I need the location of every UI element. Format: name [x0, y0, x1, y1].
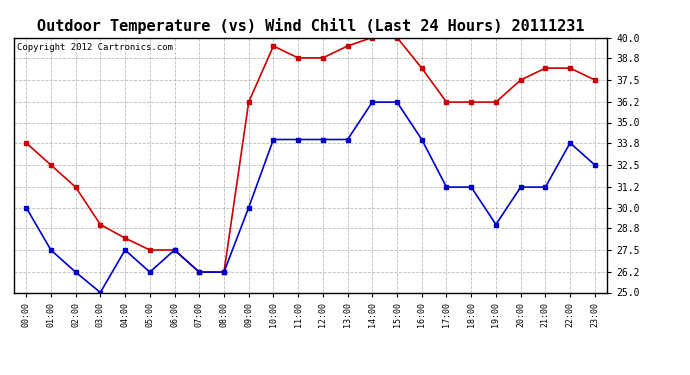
Title: Outdoor Temperature (vs) Wind Chill (Last 24 Hours) 20111231: Outdoor Temperature (vs) Wind Chill (Las… [37, 18, 584, 33]
Text: Copyright 2012 Cartronics.com: Copyright 2012 Cartronics.com [17, 43, 172, 52]
